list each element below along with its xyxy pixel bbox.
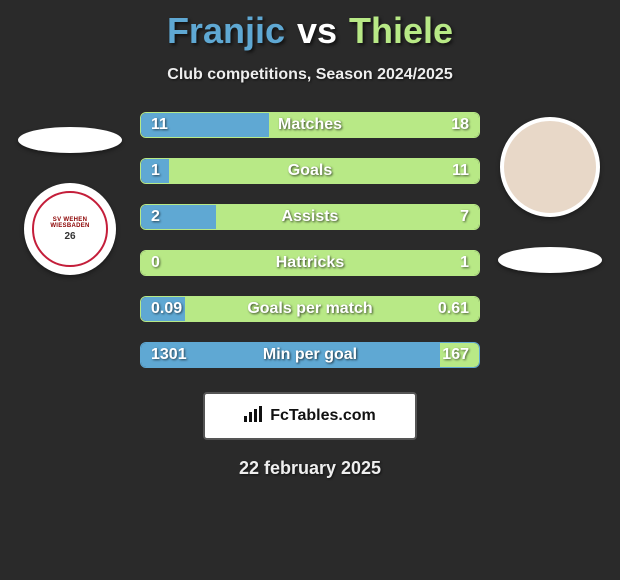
stat-row: 1301Min per goal167 [140, 342, 480, 368]
player2-badge-ellipse [498, 247, 602, 273]
stat-label: Assists [141, 208, 479, 226]
player2-avatar [500, 117, 600, 217]
footer-brand-text: FcTables.com [270, 407, 376, 425]
stat-value-right: 1 [460, 254, 469, 272]
page-title: Franjic vs Thiele [167, 10, 453, 52]
stat-label: Goals per match [141, 300, 479, 318]
footer-date: 22 february 2025 [239, 458, 381, 479]
title-player2: Thiele [349, 10, 453, 52]
stat-row: 2Assists7 [140, 204, 480, 230]
subtitle: Club competitions, Season 2024/2025 [167, 66, 452, 84]
right-column [490, 112, 610, 368]
footer-brand-box: FcTables.com [203, 392, 417, 440]
stat-value-right: 0.61 [438, 300, 469, 318]
stat-label: Hattricks [141, 254, 479, 272]
stat-label: Min per goal [141, 346, 479, 364]
title-player1: Franjic [167, 10, 285, 52]
stat-value-right: 7 [460, 208, 469, 226]
stat-row: 0Hattricks1 [140, 250, 480, 276]
stat-value-right: 167 [442, 346, 469, 364]
title-vs: vs [297, 10, 337, 52]
left-column: SV WEHEN WIESBADEN 26 [10, 112, 130, 368]
club-logo-inner: SV WEHEN WIESBADEN 26 [32, 191, 108, 267]
stat-row: 11Matches18 [140, 112, 480, 138]
player1-badge-ellipse [18, 127, 122, 153]
chart-icon [244, 406, 264, 427]
stats-bars: 11Matches181Goals112Assists70Hattricks10… [140, 112, 480, 368]
club-year: 26 [64, 231, 75, 242]
content-row: SV WEHEN WIESBADEN 26 11Matches181Goals1… [0, 112, 620, 368]
stat-label: Matches [141, 116, 479, 134]
stat-row: 1Goals11 [140, 158, 480, 184]
stat-label: Goals [141, 162, 479, 180]
stat-value-right: 18 [451, 116, 469, 134]
stat-row: 0.09Goals per match0.61 [140, 296, 480, 322]
stat-value-right: 11 [452, 162, 469, 180]
player1-club-logo: SV WEHEN WIESBADEN 26 [24, 183, 116, 275]
club-name-text: SV WEHEN WIESBADEN [34, 217, 106, 229]
